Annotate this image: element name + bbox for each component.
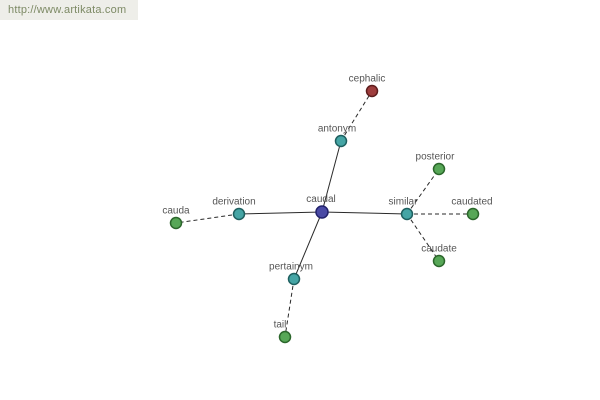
node-posterior[interactable]	[432, 162, 446, 176]
edge-antonym-cephalic	[340, 90, 373, 142]
edge-similar-caudate	[406, 213, 440, 262]
edge-caudal-pertainym	[293, 211, 323, 280]
edge-derivation-cauda	[175, 213, 240, 224]
edge-similar-posterior	[406, 168, 440, 215]
edge-pertainym-tail	[284, 278, 295, 338]
edge-caudal-similar	[321, 211, 408, 215]
node-label-antonym: antonym	[318, 124, 356, 135]
node-label-cephalic: cephalic	[349, 74, 386, 85]
node-label-caudal: caudal	[306, 194, 335, 205]
node-label-posterior: posterior	[416, 152, 456, 163]
node-antonym[interactable]	[334, 134, 348, 148]
node-cephalic[interactable]	[365, 84, 379, 98]
node-label-derivation: derivation	[212, 197, 255, 208]
node-cauda[interactable]	[169, 216, 183, 230]
node-label-caudated: caudated	[451, 197, 492, 208]
node-similar[interactable]	[400, 207, 414, 221]
site-url-label: http://www.artikata.com	[0, 0, 139, 20]
node-pertainym[interactable]	[287, 272, 301, 286]
node-derivation[interactable]	[232, 207, 246, 221]
node-tail[interactable]	[278, 330, 292, 344]
node-label-tail: tail	[274, 320, 287, 331]
node-caudated[interactable]	[466, 207, 480, 221]
node-label-caudate: caudate	[421, 244, 457, 255]
node-label-cauda: cauda	[162, 206, 190, 217]
node-caudate[interactable]	[432, 254, 446, 268]
edge-caudal-antonym	[321, 140, 342, 213]
edge-caudal-derivation	[238, 211, 323, 215]
node-label-similar: similar	[389, 197, 419, 208]
node-label-pertainym: pertainym	[269, 262, 313, 273]
node-caudal[interactable]	[315, 205, 329, 219]
